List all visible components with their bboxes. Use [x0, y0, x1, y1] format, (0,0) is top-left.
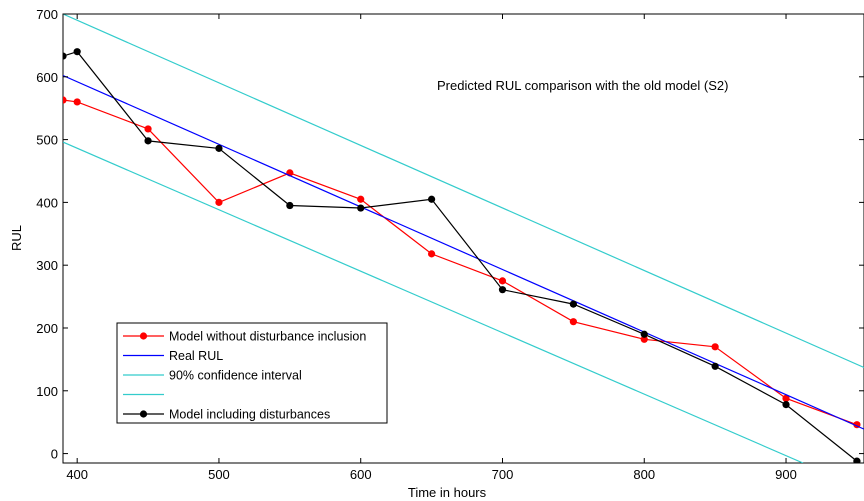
legend-marker [139, 410, 148, 418]
x-tick-label: 500 [208, 467, 230, 482]
series-line-2 [63, 14, 864, 369]
data-point [711, 343, 719, 351]
data-point [215, 198, 223, 206]
legend-label: Model without disturbance inclusion [169, 330, 366, 344]
data-point [853, 457, 861, 463]
data-point [498, 286, 507, 294]
data-point [73, 48, 81, 56]
y-tick-label: 500 [36, 133, 58, 148]
data-point [711, 362, 719, 370]
data-point [782, 400, 790, 409]
data-point [357, 204, 365, 212]
x-tick-label: 400 [66, 467, 88, 482]
data-point [569, 300, 577, 308]
x-axis-label: Time in hours [408, 485, 487, 500]
data-point [63, 96, 67, 104]
data-point [144, 125, 152, 133]
data-point [286, 201, 294, 210]
data-point [640, 330, 648, 338]
data-point [782, 394, 790, 402]
data-point [63, 52, 67, 60]
legend-marker [139, 332, 148, 340]
legend-label: 90% confidence interval [169, 369, 302, 383]
y-tick-label: 700 [36, 7, 58, 22]
y-tick-label: 100 [36, 384, 58, 399]
series-layer [63, 14, 864, 463]
series-line-1 [63, 74, 864, 430]
x-tick-label: 600 [350, 467, 372, 482]
x-tick-label: 800 [633, 467, 655, 482]
y-tick-label: 400 [36, 195, 58, 210]
data-point [144, 137, 152, 145]
data-point [640, 335, 648, 343]
x-tick-label: 700 [492, 467, 514, 482]
data-point [357, 195, 365, 203]
legend: Model without disturbance inclusion Real … [116, 322, 388, 424]
y-tick-label: 600 [36, 70, 58, 85]
data-point [215, 144, 223, 152]
legend-label: Real RUL [169, 349, 223, 363]
y-axis-label: RUL [9, 225, 24, 251]
legend-label: Model including disturbances [169, 408, 330, 422]
legend-box [116, 322, 388, 424]
x-tick-label: 900 [775, 467, 797, 482]
series-line-3 [63, 141, 804, 463]
data-point [428, 195, 436, 203]
data-point [569, 318, 577, 326]
data-point [428, 250, 436, 258]
y-tick-label: 300 [36, 258, 58, 273]
data-point [498, 277, 507, 285]
y-tick-label: 0 [51, 447, 58, 462]
data-point [73, 98, 81, 106]
axis-layer: 400 500 600 700 800 900 0 100 200 300 400 500 600 700 [36, 7, 864, 482]
chart-title: Predicted RUL comparison with the old mo… [437, 78, 728, 93]
y-tick-label: 200 [36, 321, 58, 336]
